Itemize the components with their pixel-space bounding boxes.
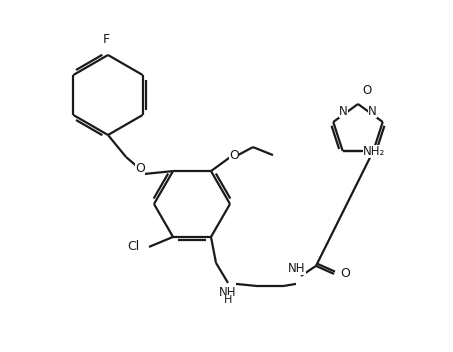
- Text: NH: NH: [288, 262, 306, 275]
- Text: F: F: [102, 33, 110, 46]
- Text: H: H: [224, 295, 232, 305]
- Text: O: O: [362, 84, 371, 97]
- Text: N: N: [368, 105, 377, 118]
- Text: O: O: [135, 163, 145, 176]
- Text: NH₂: NH₂: [363, 145, 385, 158]
- Text: N: N: [339, 105, 348, 118]
- Text: NH: NH: [219, 286, 237, 299]
- Text: O: O: [229, 149, 239, 162]
- Text: O: O: [340, 268, 350, 281]
- Text: Cl: Cl: [128, 240, 140, 253]
